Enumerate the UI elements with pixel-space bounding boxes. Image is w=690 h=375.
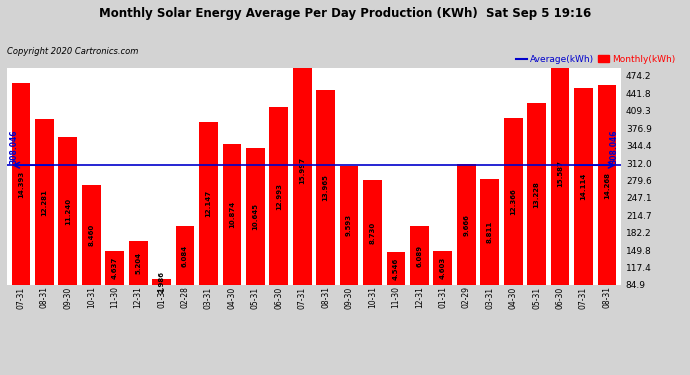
Text: 8.811: 8.811 <box>486 221 493 243</box>
Text: 6.089: 6.089 <box>417 244 422 267</box>
Text: 14.268: 14.268 <box>604 172 610 199</box>
Text: 14.393: 14.393 <box>18 170 24 198</box>
Text: 6.084: 6.084 <box>182 244 188 267</box>
Bar <box>176 226 195 285</box>
Bar <box>504 118 522 285</box>
Text: 8.460: 8.460 <box>88 224 95 246</box>
Text: 13.228: 13.228 <box>533 181 540 207</box>
Bar <box>12 83 30 285</box>
Bar <box>598 85 616 285</box>
Text: 4.546: 4.546 <box>393 258 399 280</box>
Bar <box>35 119 54 285</box>
Text: 308.046: 308.046 <box>10 130 19 164</box>
Text: 15.997: 15.997 <box>299 157 305 184</box>
Bar <box>316 90 335 285</box>
Text: 12.281: 12.281 <box>41 189 48 216</box>
Text: 12.993: 12.993 <box>276 183 282 210</box>
Text: 13.965: 13.965 <box>323 174 328 201</box>
Text: 4.637: 4.637 <box>112 257 118 279</box>
Bar <box>339 166 359 285</box>
Text: 9.593: 9.593 <box>346 214 352 236</box>
Bar <box>433 252 452 285</box>
Text: 10.874: 10.874 <box>229 201 235 228</box>
Text: Monthly Solar Energy Average Per Day Production (KWh)  Sat Sep 5 19:16: Monthly Solar Energy Average Per Day Pro… <box>99 8 591 21</box>
Bar <box>386 252 405 285</box>
Text: 4.603: 4.603 <box>440 257 446 279</box>
Bar <box>199 122 218 285</box>
Bar <box>129 241 148 285</box>
Text: 9.666: 9.666 <box>463 214 469 236</box>
Bar <box>527 103 546 285</box>
Text: 14.114: 14.114 <box>580 173 586 200</box>
Text: 12.147: 12.147 <box>206 190 211 217</box>
Text: 8.730: 8.730 <box>370 222 375 244</box>
Text: 15.587: 15.587 <box>557 160 563 187</box>
Bar <box>59 137 77 285</box>
Bar <box>293 56 312 285</box>
Bar <box>106 251 124 285</box>
Bar <box>363 180 382 285</box>
Bar <box>410 226 428 285</box>
Text: 11.240: 11.240 <box>65 198 71 225</box>
Bar <box>457 164 475 285</box>
Bar <box>82 185 101 285</box>
Bar <box>551 63 569 285</box>
Text: 5.204: 5.204 <box>135 252 141 274</box>
Text: 2.986: 2.986 <box>159 271 165 293</box>
Bar <box>223 144 241 285</box>
Text: 10.645: 10.645 <box>253 203 258 230</box>
Legend: Average(kWh), Monthly(kWh): Average(kWh), Monthly(kWh) <box>513 51 678 68</box>
Bar <box>269 107 288 285</box>
Text: 12.366: 12.366 <box>510 188 516 215</box>
Bar <box>574 88 593 285</box>
Text: Copyright 2020 Cartronics.com: Copyright 2020 Cartronics.com <box>7 47 138 56</box>
Bar <box>246 147 265 285</box>
Bar <box>480 179 499 285</box>
Text: 308.046: 308.046 <box>609 130 618 164</box>
Bar <box>152 279 171 285</box>
